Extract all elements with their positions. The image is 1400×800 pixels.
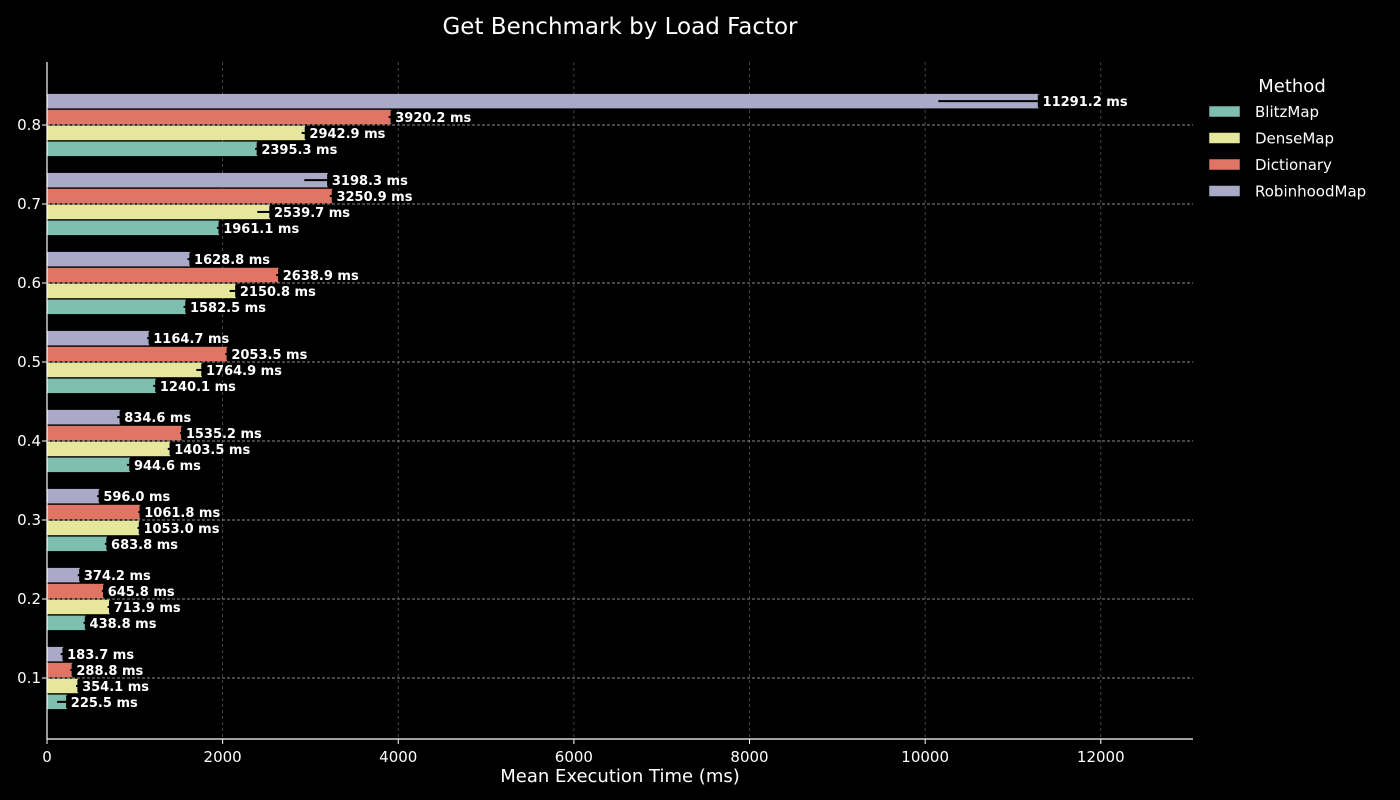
x-axis-label: Mean Execution Time (ms): [500, 766, 740, 787]
data-label: 3250.9 ms: [336, 190, 412, 205]
y-tick-label: 0.6: [17, 274, 41, 292]
data-label: 1764.9 ms: [206, 364, 282, 379]
data-label: 1403.5 ms: [174, 443, 250, 458]
x-tick-label: 10000: [901, 748, 949, 766]
axes: [46, 62, 1193, 740]
data-label: 3198.3 ms: [332, 174, 408, 189]
bar: [47, 536, 108, 552]
data-label: 2150.8 ms: [240, 285, 316, 300]
bar: [47, 141, 258, 157]
bar: [47, 188, 333, 204]
data-label: 354.1 ms: [82, 680, 149, 695]
bar: [47, 694, 67, 710]
bar: [47, 125, 306, 141]
bar: [47, 583, 104, 599]
data-label: 1053.0 ms: [143, 522, 219, 537]
legend-label: RobinhoodMap: [1255, 183, 1366, 201]
y-tick-label: 0.3: [17, 511, 41, 529]
data-label: 3920.2 ms: [395, 111, 471, 126]
data-label: 834.6 ms: [124, 411, 191, 426]
data-label: 2395.3 ms: [261, 143, 337, 158]
bar: [47, 662, 73, 678]
y-tick-label: 0.2: [17, 590, 41, 608]
bar: [47, 615, 86, 631]
data-label: 944.6 ms: [134, 459, 201, 474]
x-tick-label: 2000: [204, 748, 242, 766]
bar: [47, 646, 64, 662]
bar: [47, 93, 1039, 109]
data-label: 438.8 ms: [90, 617, 157, 632]
data-label: 596.0 ms: [103, 490, 170, 505]
legend-swatch: [1208, 105, 1241, 118]
bar: [47, 172, 328, 188]
data-label: 288.8 ms: [76, 664, 143, 679]
bars: 225.5 ms 438.8 ms 683.8 ms 944.6 ms 1240.1 m…: [47, 93, 1128, 711]
y-tick-label: 0.4: [17, 432, 41, 450]
data-label: 2053.5 ms: [231, 348, 307, 363]
bar: [47, 488, 100, 504]
legend-label: Dictionary: [1255, 156, 1332, 174]
bar: [47, 409, 121, 425]
data-label: 225.5 ms: [71, 696, 138, 711]
data-label: 374.2 ms: [84, 569, 151, 584]
bar: [47, 251, 191, 267]
bar: [47, 109, 392, 125]
x-tick-label: 0: [42, 748, 52, 766]
bar: [47, 567, 80, 583]
bar: [47, 204, 271, 220]
data-label: 2539.7 ms: [274, 206, 350, 221]
chart-title: Get Benchmark by Load Factor: [442, 14, 798, 40]
data-label: 11291.2 ms: [1043, 95, 1128, 110]
legend-label: BlitzMap: [1255, 103, 1319, 121]
data-label: 713.9 ms: [114, 601, 181, 616]
bar: [47, 346, 228, 362]
x-tick-label: 12000: [1077, 748, 1125, 766]
legend-swatch: [1208, 158, 1241, 171]
data-label: 1164.7 ms: [153, 332, 229, 347]
bar: [47, 599, 110, 615]
x-tick-label: 6000: [555, 748, 593, 766]
tick-labels: 0 2000 4000 6000 8000 10000 12000 0.1 0.2 0.3 0.4 0…: [17, 116, 1125, 766]
data-label: 1061.8 ms: [144, 506, 220, 521]
bar: [47, 330, 150, 346]
bar: [47, 267, 279, 283]
data-label: 183.7 ms: [67, 648, 134, 663]
legend-label: DenseMap: [1255, 130, 1334, 148]
y-tick-label: 0.1: [17, 669, 41, 687]
data-label: 645.8 ms: [108, 585, 175, 600]
grid-lines: [47, 62, 1193, 739]
bar: [47, 378, 156, 394]
data-label: 1961.1 ms: [223, 222, 299, 237]
bar: [47, 283, 236, 299]
legend-swatch: [1208, 132, 1241, 144]
data-label: 2638.9 ms: [283, 269, 359, 284]
legend-title: Method: [1258, 76, 1326, 97]
x-tick-label: 4000: [379, 748, 417, 766]
bar: [47, 504, 141, 520]
data-label: 1535.2 ms: [186, 427, 262, 442]
legend: Method BlitzMap DenseMap Dictionary Robinho…: [1208, 76, 1366, 201]
bar: [47, 457, 130, 473]
bar: [47, 299, 186, 315]
data-label: 683.8 ms: [111, 538, 178, 553]
bar: [47, 362, 202, 378]
bar: [47, 441, 171, 457]
bar: [47, 220, 220, 236]
data-label: 2942.9 ms: [309, 127, 385, 142]
y-tick-label: 0.5: [17, 353, 41, 371]
x-tick-label: 8000: [730, 748, 768, 766]
bar: [47, 425, 182, 441]
y-tick-label: 0.7: [17, 195, 41, 213]
y-tick-label: 0.8: [17, 116, 41, 134]
legend-swatch: [1208, 185, 1241, 197]
bar: [47, 520, 140, 536]
data-label: 1628.8 ms: [194, 253, 270, 268]
data-label: 1240.1 ms: [160, 380, 236, 395]
data-label: 1582.5 ms: [190, 301, 266, 316]
bar: [47, 678, 79, 694]
